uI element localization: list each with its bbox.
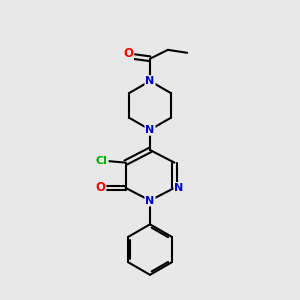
Text: N: N [146,196,154,206]
Text: O: O [95,182,105,194]
Text: Cl: Cl [96,156,108,166]
Text: O: O [123,47,133,60]
Text: N: N [146,76,154,86]
Text: N: N [146,125,154,135]
Text: N: N [174,183,184,193]
